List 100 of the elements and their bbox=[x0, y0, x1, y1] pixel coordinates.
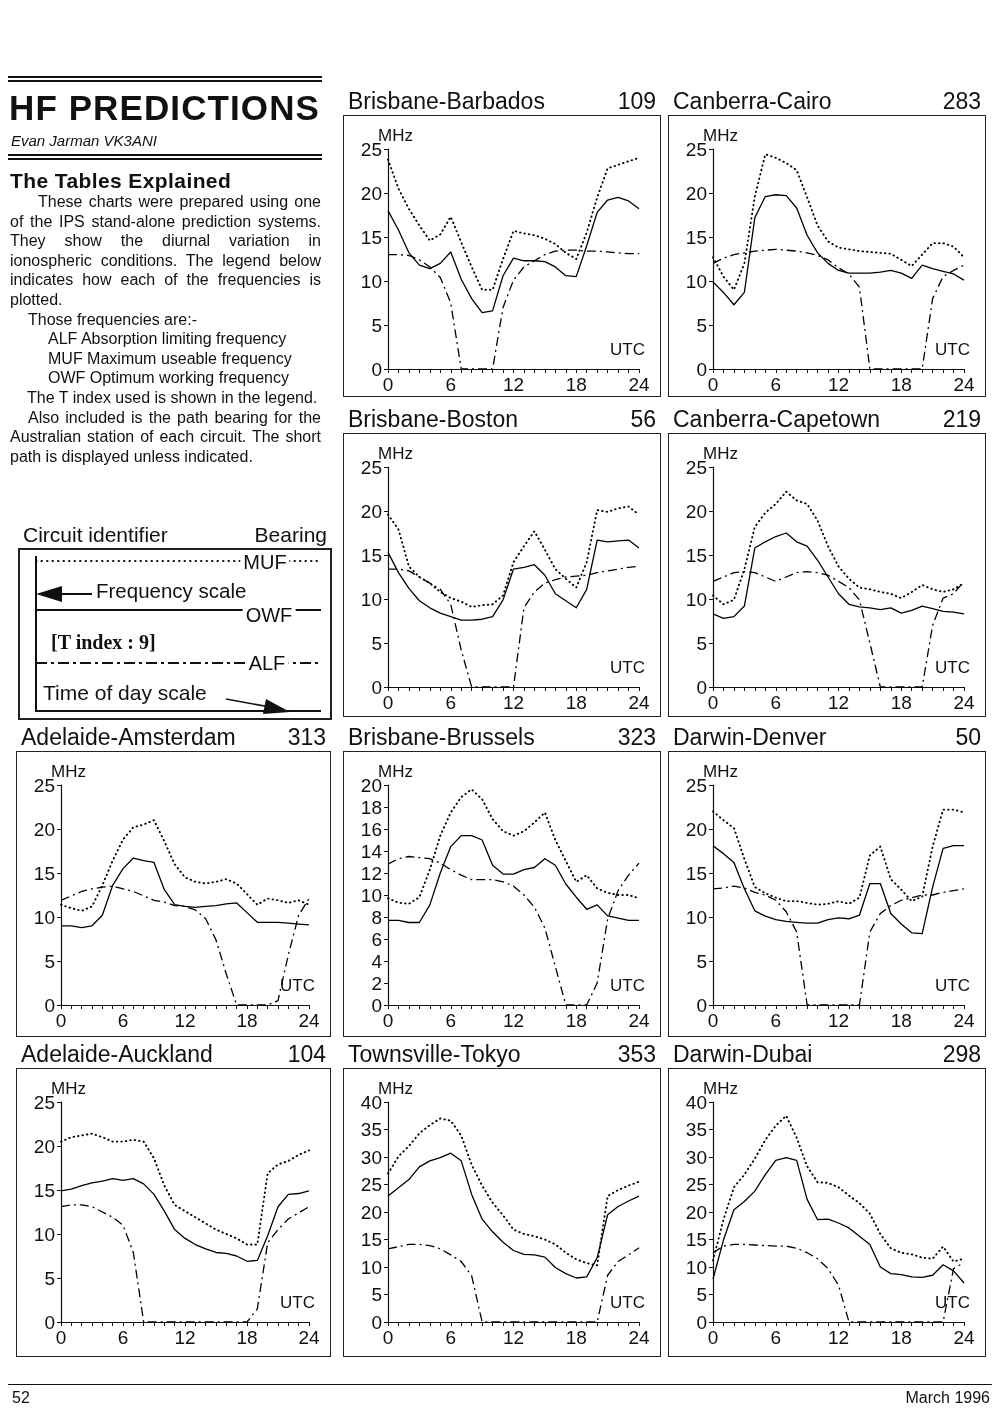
y-tick-label: 25 bbox=[360, 1174, 382, 1195]
y-tick-label: 5 bbox=[371, 632, 382, 654]
y-tick-label: 20 bbox=[33, 818, 55, 840]
x-tick-label: 6 bbox=[117, 1327, 129, 1348]
chart-title: Brisbane-Barbados bbox=[348, 88, 545, 114]
y-tick-label: 5 bbox=[696, 314, 707, 336]
x-tick-label: 12 bbox=[502, 1010, 525, 1031]
x-tick-label: 6 bbox=[770, 692, 782, 713]
y-tick-label: 20 bbox=[33, 1135, 55, 1157]
line-series bbox=[60, 1132, 310, 1246]
text: OWF bbox=[242, 603, 296, 627]
y-tick-label: 20 bbox=[685, 1201, 707, 1223]
x-axis-title: UTC bbox=[935, 658, 971, 677]
x-tick-label: 12 bbox=[502, 692, 525, 713]
chart-subtitle: 283 bbox=[942, 88, 981, 114]
y-tick-label: 20 bbox=[685, 500, 707, 522]
x-tick-label: 18 bbox=[236, 1010, 258, 1031]
x-tick-label: 18 bbox=[565, 692, 587, 713]
line-series bbox=[60, 1177, 310, 1262]
chart-subtitle: 219 bbox=[942, 406, 981, 432]
y-tick-label: 10 bbox=[33, 906, 55, 928]
y-tick-label: 10 bbox=[360, 588, 382, 610]
chart-title: Brisbane-Boston bbox=[348, 406, 519, 432]
y-tick-label: 20 bbox=[360, 182, 382, 204]
text: 52 bbox=[12, 1388, 30, 1408]
chart-subtitle: 353 bbox=[617, 1041, 656, 1067]
y-tick-label: 4 bbox=[371, 950, 383, 972]
y-tick-label: 0 bbox=[696, 676, 707, 698]
x-tick-label: 24 bbox=[298, 1327, 320, 1348]
chart-subtitle: 104 bbox=[287, 1041, 326, 1067]
chart-subtitle: 298 bbox=[942, 1041, 981, 1067]
text: Those frequencies are:- bbox=[27, 309, 198, 330]
x-axis-title: UTC bbox=[935, 1293, 971, 1312]
y-tick-label: 5 bbox=[44, 950, 55, 972]
x-tick-label: 24 bbox=[953, 374, 975, 395]
y-tick-label: 10 bbox=[685, 588, 707, 610]
chart-subtitle: 56 bbox=[630, 406, 656, 432]
y-tick-label: 5 bbox=[44, 1267, 55, 1289]
x-axis-title: UTC bbox=[935, 340, 971, 359]
chart-subtitle: 313 bbox=[287, 724, 326, 750]
text: OWF Optimum working frequency bbox=[47, 368, 290, 388]
text: March 1996 bbox=[905, 1388, 990, 1408]
x-tick-label: 18 bbox=[565, 374, 587, 395]
chart-subtitle: 323 bbox=[617, 724, 656, 750]
x-tick-label: 12 bbox=[827, 374, 850, 395]
y-tick-label: 15 bbox=[360, 226, 382, 248]
y-tick-label: 5 bbox=[371, 1284, 382, 1305]
x-tick-label: 24 bbox=[298, 1010, 320, 1031]
x-tick-label: 6 bbox=[445, 1327, 457, 1348]
text: The T index used is shown in the legend. bbox=[26, 387, 319, 408]
y-tick-label: 0 bbox=[371, 994, 382, 1016]
chart-subtitle: 109 bbox=[617, 88, 656, 114]
x-tick-label: 18 bbox=[565, 1010, 587, 1031]
y-tick-label: 10 bbox=[360, 884, 382, 906]
y-tick-label: 20 bbox=[685, 182, 707, 204]
x-tick-label: 6 bbox=[770, 374, 782, 395]
x-tick-label: 18 bbox=[890, 374, 912, 395]
chart-title: Adelaide-Amsterdam bbox=[21, 724, 236, 750]
y-tick-label: 25 bbox=[685, 1174, 707, 1195]
text: Time of day scale bbox=[43, 681, 207, 705]
x-axis-title: UTC bbox=[280, 976, 316, 995]
y-tick-label: 16 bbox=[360, 818, 382, 840]
x-tick-label: 12 bbox=[174, 1010, 196, 1031]
chart-title: Townsville-Tokyo bbox=[348, 1041, 521, 1067]
x-tick-label: 18 bbox=[890, 1010, 912, 1031]
x-tick-label: 12 bbox=[827, 1010, 850, 1031]
text: [T index : 9] bbox=[51, 630, 156, 654]
x-tick-label: 18 bbox=[236, 1327, 258, 1348]
y-tick-label: 0 bbox=[371, 1311, 382, 1333]
y-tick-label: 10 bbox=[685, 1256, 707, 1278]
x-tick-label: 24 bbox=[953, 692, 975, 713]
chart-title: Canberra-Cairo bbox=[673, 88, 832, 114]
chart-title: Brisbane-Brussels bbox=[348, 724, 535, 750]
y-tick-label: 0 bbox=[371, 358, 382, 380]
x-axis-title: UTC bbox=[610, 1293, 646, 1312]
x-tick-label: 18 bbox=[565, 1327, 587, 1348]
y-tick-label: 15 bbox=[360, 1229, 382, 1250]
chart-title: Canberra-Capetown bbox=[673, 406, 881, 432]
chart-title: Darwin-Denver bbox=[673, 724, 827, 750]
y-tick-label: 6 bbox=[371, 928, 382, 950]
y-tick-label: 15 bbox=[33, 1179, 55, 1201]
y-tick-label: 35 bbox=[360, 1119, 382, 1140]
text: HF PREDICTIONS bbox=[9, 88, 320, 128]
y-tick-label: 30 bbox=[685, 1146, 707, 1168]
text: ALF Absorption limiting frequency bbox=[47, 329, 288, 349]
x-tick-label: 24 bbox=[953, 1327, 975, 1348]
y-tick-label: 5 bbox=[696, 1284, 707, 1305]
y-tick-label: 15 bbox=[685, 1229, 707, 1250]
y-tick-label: 10 bbox=[685, 906, 707, 928]
y-tick-label: 15 bbox=[33, 862, 55, 884]
x-axis-title: UTC bbox=[280, 1293, 316, 1312]
y-tick-label: 15 bbox=[685, 862, 707, 884]
text: Also included is the path bearing for the Australian station of each circuit. The short path is displayed unless indicated. bbox=[10, 407, 321, 467]
y-tick-label: 10 bbox=[360, 1256, 382, 1278]
x-tick-label: 24 bbox=[953, 1010, 975, 1031]
y-tick-label: 12 bbox=[360, 862, 382, 884]
x-axis-title: UTC bbox=[935, 976, 971, 995]
y-tick-label: 20 bbox=[360, 1201, 382, 1223]
y-tick-label: 0 bbox=[696, 1311, 707, 1333]
x-tick-label: 6 bbox=[445, 692, 457, 713]
